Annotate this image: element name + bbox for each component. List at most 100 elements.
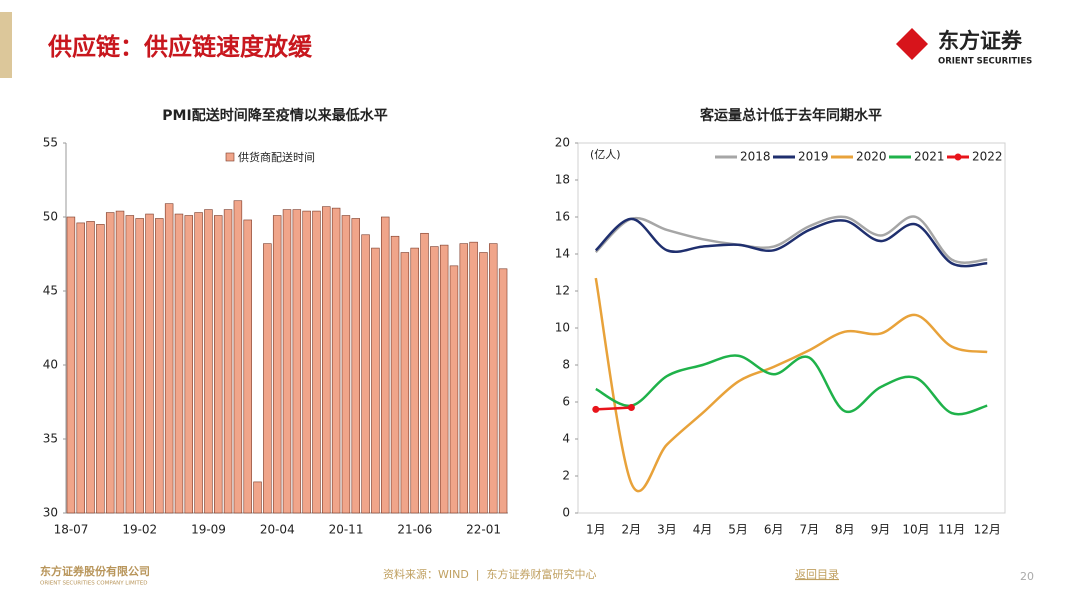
bar: [96, 224, 105, 514]
footer-company-en: ORIENT SECURITIES COMPANY LIMITED: [40, 581, 147, 587]
plot-border: [577, 142, 1006, 514]
bar: [233, 200, 243, 514]
y-tick-label: 45: [43, 284, 58, 298]
logo: 东方证券 ORIENT SECURITIES: [896, 28, 1032, 67]
series-line: [595, 406, 632, 411]
bar: [155, 218, 164, 514]
page-number: 20: [1020, 570, 1034, 583]
y-tick-label: 8: [562, 358, 570, 372]
y-tick-label: 55: [43, 136, 58, 150]
y-tick-label: 50: [43, 210, 58, 224]
chart-title: 客运量总计低于去年同期水平: [699, 107, 882, 124]
bar: [410, 247, 419, 514]
logo-cn: 东方证券: [938, 29, 1023, 53]
x-tick-label: 12月: [974, 523, 1001, 537]
bar: [322, 206, 331, 514]
x-tick-label: 6月: [764, 523, 784, 537]
x-tick-label: 22-01: [466, 523, 501, 537]
legend-label: 2021: [914, 150, 945, 164]
bar: [76, 222, 85, 514]
footer-source: 资料来源：WIND | 东方证券财富研究中心: [383, 567, 597, 581]
bar: [489, 243, 498, 514]
x-tick-label: 4月: [693, 523, 713, 537]
y-tick-label: 4: [562, 432, 570, 446]
legend-marker: [954, 153, 962, 161]
x-tick-label: 10月: [902, 523, 929, 537]
bar: [86, 221, 95, 514]
bar: [282, 209, 292, 514]
bar: [145, 213, 154, 514]
bar: [449, 265, 459, 514]
series-line: [594, 215, 988, 264]
bar: [292, 209, 302, 514]
bar: [135, 218, 144, 514]
y-tick-label: 2: [562, 469, 570, 483]
y-tick-label: 40: [43, 358, 58, 372]
unit-annotation: (亿人): [590, 148, 621, 161]
x-tick-label: 7月: [799, 523, 819, 537]
x-tick-label: 21-06: [397, 523, 432, 537]
x-tick-label: 18-07: [54, 523, 89, 537]
bar: [214, 215, 223, 514]
marker: [592, 405, 600, 413]
bar: [341, 215, 351, 514]
y-tick-label: 14: [555, 247, 570, 261]
x-tick-label: 20-11: [329, 523, 364, 537]
x-tick-label: 1月: [586, 523, 606, 537]
bar: [498, 268, 508, 514]
x-tick-label: 2月: [622, 523, 642, 537]
legend-label: 2018: [740, 150, 771, 164]
bar: [184, 215, 194, 514]
x-tick-label: 19-09: [191, 523, 226, 537]
y-tick-label: 0: [562, 506, 570, 520]
back-link[interactable]: 返回目录: [795, 568, 839, 581]
y-tick-label: 6: [562, 395, 570, 409]
bar: [312, 210, 321, 514]
bar: [400, 252, 410, 514]
legend-label: 2022: [972, 150, 1003, 164]
bar: [439, 244, 449, 514]
bar: [390, 235, 400, 514]
series-line: [595, 354, 988, 416]
y-tick-label: 30: [43, 506, 58, 520]
y-tick-label: 12: [555, 284, 570, 298]
bar: [272, 215, 282, 514]
legend-swatch: [225, 152, 235, 162]
bar: [351, 218, 360, 514]
bar: [174, 213, 184, 514]
y-tick-label: 20: [555, 136, 570, 150]
bar: [371, 247, 380, 514]
bar: [430, 246, 439, 514]
bar: [253, 481, 262, 514]
x-tick-label: 9月: [871, 523, 891, 537]
y-tick-label: 18: [555, 173, 570, 187]
y-tick-label: 10: [555, 321, 570, 335]
bar: [223, 209, 233, 514]
bar: [302, 210, 311, 514]
marker: [627, 404, 635, 412]
x-tick-label: 8月: [835, 523, 855, 537]
x-tick-label: 5月: [728, 523, 748, 537]
bar: [331, 207, 341, 514]
footer-company: 东方证券股份有限公司: [40, 564, 150, 578]
bar: [66, 216, 76, 514]
bar: [420, 232, 429, 514]
bar: [115, 210, 125, 514]
x-tick-label: 11月: [938, 523, 965, 537]
bar: [469, 241, 478, 514]
x-tick-label: 20-04: [260, 523, 295, 537]
chart-title: PMI配送时间降至疫情以来最低水平: [162, 107, 387, 124]
bar: [105, 212, 115, 514]
legend-label: 2019: [798, 150, 829, 164]
bar: [164, 203, 174, 514]
logo-en: ORIENT SECURITIES: [938, 57, 1032, 67]
y-tick-label: 16: [555, 210, 570, 224]
series-line: [594, 217, 988, 268]
x-tick-label: 19-02: [122, 523, 157, 537]
bar: [361, 234, 370, 514]
bar: [204, 209, 213, 514]
bar: [479, 252, 488, 514]
bar: [380, 216, 390, 514]
